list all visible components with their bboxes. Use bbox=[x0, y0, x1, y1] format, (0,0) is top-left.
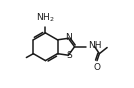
Text: S: S bbox=[66, 51, 72, 60]
Text: NH: NH bbox=[88, 41, 102, 51]
Text: O: O bbox=[94, 63, 100, 72]
Text: NH$_2$: NH$_2$ bbox=[36, 12, 55, 24]
Text: N: N bbox=[65, 33, 72, 42]
